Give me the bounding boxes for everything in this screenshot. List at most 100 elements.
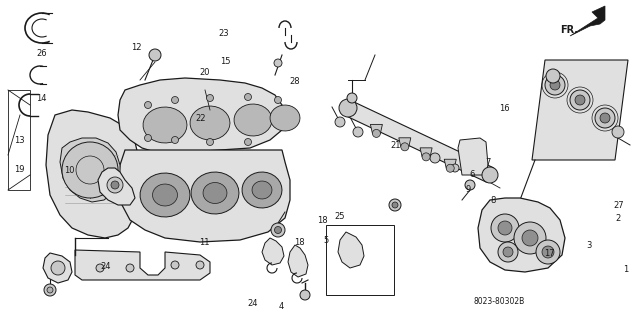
Polygon shape <box>190 106 230 140</box>
Circle shape <box>196 261 204 269</box>
Circle shape <box>491 214 519 242</box>
Text: 27: 27 <box>614 201 624 210</box>
Polygon shape <box>444 159 456 168</box>
Text: 25: 25 <box>334 212 344 221</box>
Text: 2: 2 <box>615 214 620 223</box>
Polygon shape <box>262 238 284 265</box>
Circle shape <box>172 137 179 144</box>
Circle shape <box>522 230 538 246</box>
Polygon shape <box>203 182 227 204</box>
Circle shape <box>446 164 454 172</box>
Polygon shape <box>242 172 282 208</box>
Polygon shape <box>420 148 432 157</box>
Circle shape <box>372 130 380 137</box>
Polygon shape <box>288 245 308 277</box>
Text: 6: 6 <box>470 170 475 179</box>
Text: 28: 28 <box>289 77 300 86</box>
Polygon shape <box>252 181 272 199</box>
Circle shape <box>570 90 590 110</box>
Circle shape <box>339 99 357 117</box>
Text: 19: 19 <box>14 165 24 174</box>
Text: 11: 11 <box>200 238 210 247</box>
Polygon shape <box>399 138 411 147</box>
Text: 18: 18 <box>317 216 327 225</box>
Text: 16: 16 <box>499 104 509 113</box>
Circle shape <box>600 113 610 123</box>
Text: 17: 17 <box>544 249 554 258</box>
Circle shape <box>126 264 134 272</box>
Circle shape <box>271 223 285 237</box>
Text: 7: 7 <box>485 158 490 167</box>
Circle shape <box>145 135 152 142</box>
Polygon shape <box>338 232 364 268</box>
Text: 12: 12 <box>131 43 141 52</box>
Circle shape <box>389 199 401 211</box>
Circle shape <box>171 261 179 269</box>
Text: 1: 1 <box>623 265 628 274</box>
Circle shape <box>244 138 252 145</box>
Text: 24: 24 <box>248 299 258 308</box>
Circle shape <box>275 226 282 234</box>
Text: 15: 15 <box>220 57 230 66</box>
Circle shape <box>550 80 560 90</box>
Text: 9: 9 <box>466 185 471 194</box>
Circle shape <box>47 287 53 293</box>
Text: 3: 3 <box>586 241 591 250</box>
Text: 8: 8 <box>490 197 495 205</box>
Circle shape <box>353 127 363 137</box>
Circle shape <box>595 108 615 128</box>
Circle shape <box>542 246 554 258</box>
Polygon shape <box>60 138 120 202</box>
Polygon shape <box>532 60 628 160</box>
Text: 22: 22 <box>195 114 205 122</box>
Circle shape <box>392 202 398 208</box>
Text: 24: 24 <box>100 262 111 271</box>
Text: 8023-80302B: 8023-80302B <box>474 297 525 306</box>
Circle shape <box>145 101 152 108</box>
Circle shape <box>545 75 565 95</box>
Circle shape <box>546 69 560 83</box>
Polygon shape <box>234 104 272 136</box>
Circle shape <box>51 261 65 275</box>
Circle shape <box>207 138 214 145</box>
Circle shape <box>62 142 118 198</box>
Polygon shape <box>143 107 187 143</box>
Text: 18: 18 <box>294 238 305 247</box>
Circle shape <box>274 59 282 67</box>
Text: 4: 4 <box>279 302 284 311</box>
Circle shape <box>422 153 430 161</box>
Circle shape <box>244 93 252 100</box>
Polygon shape <box>118 150 290 242</box>
Circle shape <box>465 180 475 190</box>
Text: FR.: FR. <box>560 25 578 35</box>
Circle shape <box>612 126 624 138</box>
Circle shape <box>107 177 123 193</box>
Polygon shape <box>98 168 135 205</box>
Text: 10: 10 <box>64 166 74 175</box>
Circle shape <box>503 247 513 257</box>
Text: 14: 14 <box>36 94 47 103</box>
Text: 26: 26 <box>36 49 47 58</box>
Circle shape <box>498 221 512 235</box>
Circle shape <box>300 290 310 300</box>
Polygon shape <box>191 172 239 214</box>
Circle shape <box>149 49 161 61</box>
Circle shape <box>482 167 498 183</box>
Circle shape <box>514 222 546 254</box>
Circle shape <box>575 95 585 105</box>
Text: 20: 20 <box>200 68 210 77</box>
Circle shape <box>275 97 282 103</box>
Circle shape <box>430 153 440 163</box>
Circle shape <box>96 264 104 272</box>
Text: 23: 23 <box>219 29 229 38</box>
Text: 13: 13 <box>14 136 24 145</box>
Circle shape <box>207 94 214 101</box>
Polygon shape <box>152 184 177 206</box>
Circle shape <box>44 284 56 296</box>
Circle shape <box>536 240 560 264</box>
Circle shape <box>498 242 518 262</box>
Polygon shape <box>46 110 140 238</box>
Polygon shape <box>43 253 72 283</box>
Polygon shape <box>371 124 383 133</box>
Text: 5: 5 <box>324 236 329 245</box>
